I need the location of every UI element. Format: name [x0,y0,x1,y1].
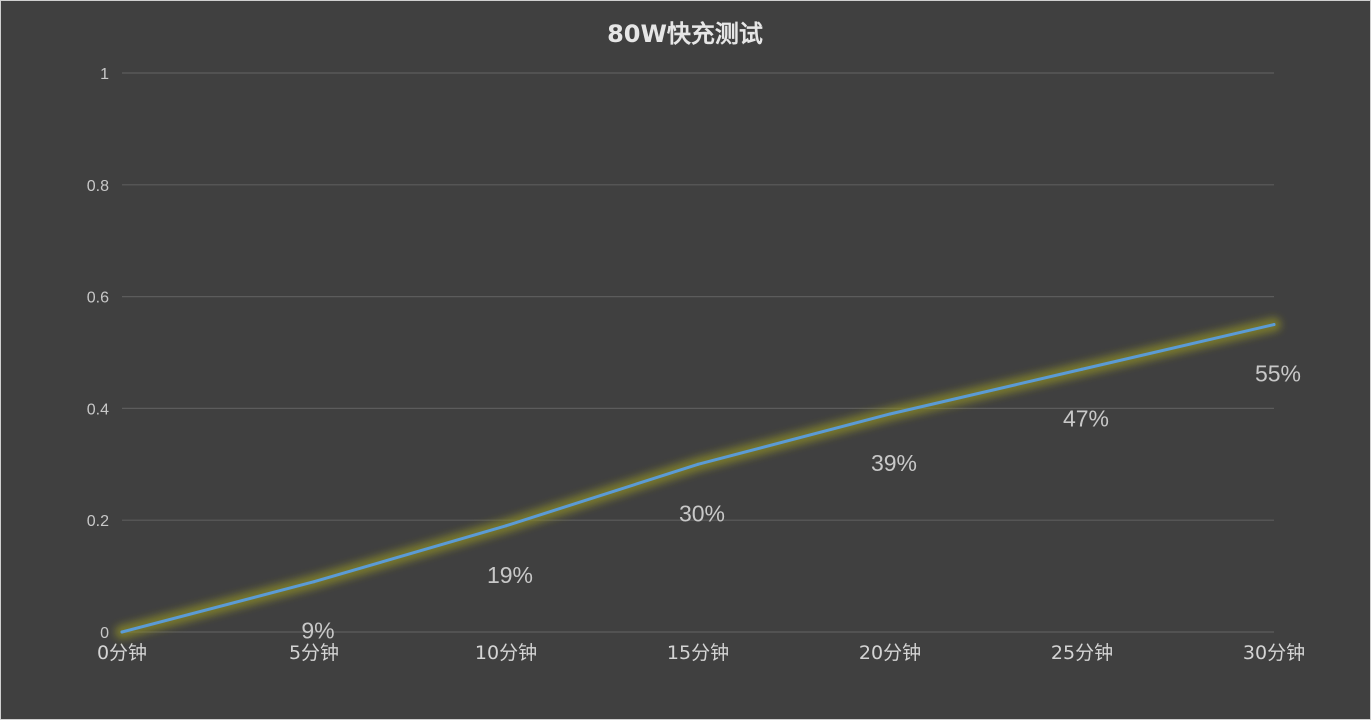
x-tick-label: 25分钟 [1051,642,1113,664]
chart-title: 80W快充测试 [607,20,763,48]
data-point [696,462,700,466]
x-tick-label: 15分钟 [667,642,729,664]
data-label: 55% [1255,361,1301,387]
data-labels: 9% 19% 30% 39% 47% 55% [301,361,1301,644]
x-tick-label: 20分钟 [859,642,921,664]
gridlines [122,72,1274,633]
x-tick-label: 30分钟 [1243,642,1305,664]
y-tick-label: 0.8 [87,178,109,195]
x-axis-ticks: 0分钟 5分钟 10分钟 15分钟 20分钟 25分钟 30分钟 [97,642,1305,664]
y-tick-label: 1 [100,66,109,83]
data-point [1272,323,1276,327]
data-point [312,580,316,584]
x-tick-label: 5分钟 [289,642,339,664]
data-label: 30% [679,500,725,526]
y-tick-label: 0 [100,625,109,642]
data-label: 47% [1063,405,1109,431]
data-point [504,524,508,528]
y-tick-label: 0.6 [87,290,109,307]
data-point [120,630,124,634]
y-tick-label: 0.4 [87,401,109,418]
y-tick-label: 0.2 [87,513,109,530]
series-layer [115,317,1281,639]
x-tick-label: 10分钟 [475,642,537,664]
data-point [1080,367,1084,371]
data-label: 9% [301,618,334,644]
x-tick-label: 0分钟 [97,642,147,664]
data-point [888,412,892,416]
data-label: 19% [487,562,533,588]
y-axis-ticks: 0 0.2 0.4 0.6 0.8 1 [87,66,109,642]
data-label: 39% [871,450,917,476]
